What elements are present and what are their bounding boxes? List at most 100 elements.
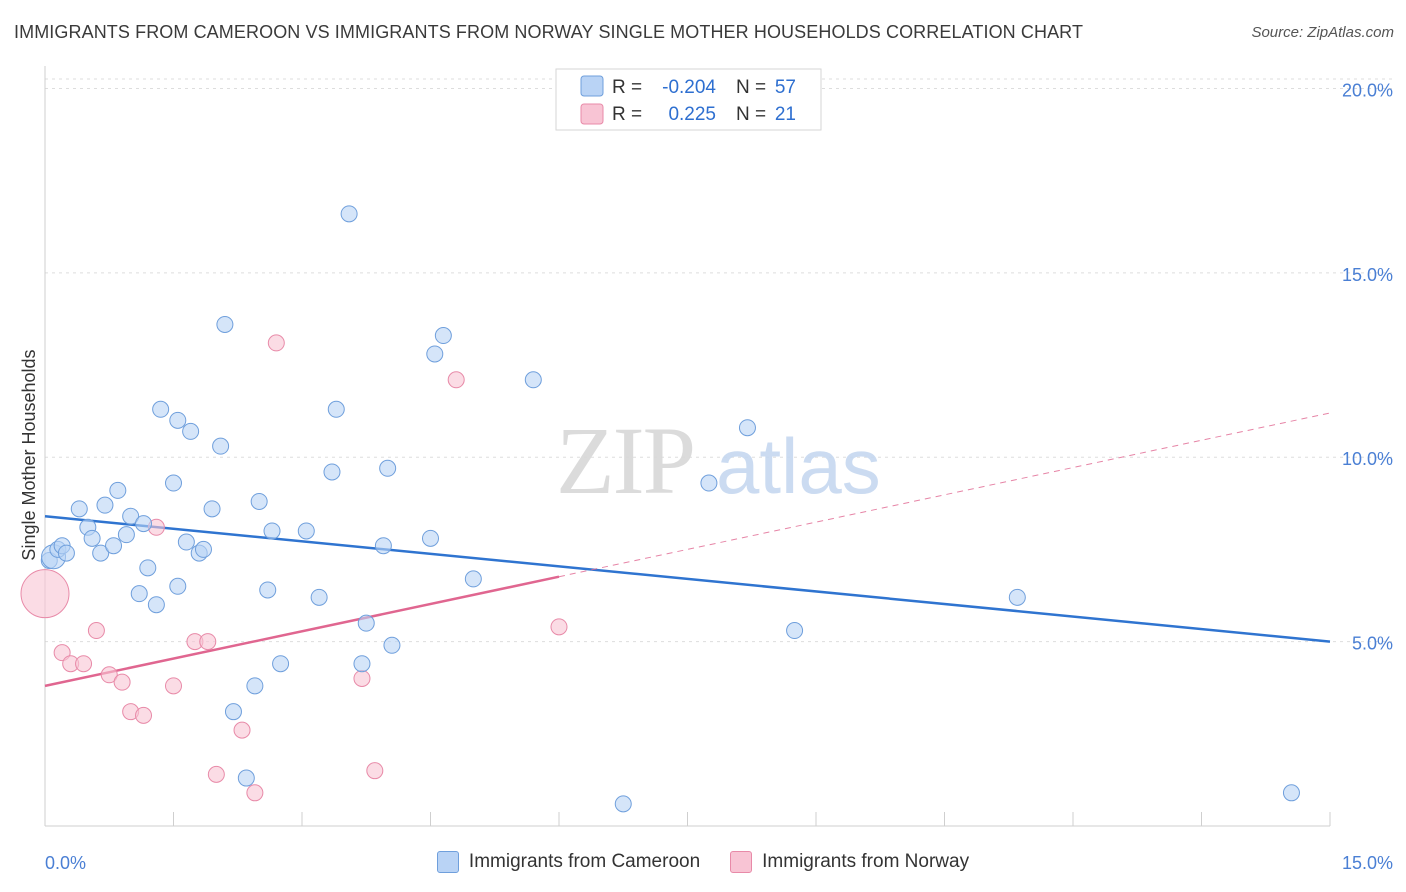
point-cameroon [434,327,452,345]
point-norway [75,655,93,673]
point-cameroon [422,529,439,547]
legend-swatch-norway [580,103,604,125]
point-norway [20,569,70,619]
point-norway [550,618,568,636]
point-cameroon [738,419,756,437]
point-cameroon [92,544,110,562]
point-norway [87,622,105,640]
point-cameroon [147,596,165,614]
point-cameroon [357,614,375,632]
point-cameroon [117,526,135,544]
point-cameroon [786,622,804,640]
point-cameroon [83,529,101,547]
point-cameroon [135,515,153,533]
source-text: Source: ZipAtlas.com [1251,24,1394,41]
point-cameroon [152,400,170,418]
point-cameroon [246,677,264,695]
point-cameroon [310,588,328,606]
y-tick-label: 10.0% [1342,449,1393,469]
point-cameroon [1282,784,1300,802]
point-cameroon [177,533,195,551]
point-cameroon [250,492,268,510]
point-cameroon [237,769,255,787]
point-cameroon [182,422,200,440]
tick-labels: 5.0% 10.0% 15.0% 20.0% 0.0% 15.0% [45,80,1393,873]
y-tick-label: 20.0% [1342,80,1393,100]
point-norway [165,677,182,695]
point-norway [447,371,465,389]
point-norway [233,721,251,739]
legend-n-label: N = [736,77,766,98]
point-cameroon [203,500,221,518]
point-cameroon [426,345,444,363]
trend-line-cameroon [44,514,1331,643]
watermark: ZIP atlas [556,407,881,514]
legend-item-cameroon[interactable]: Immigrants from Cameroon [436,851,701,873]
point-norway [353,669,371,687]
point-cameroon [297,522,315,540]
legend-n-label: N = [736,104,766,125]
legend-n-value-norway: 21 [775,104,796,125]
point-cameroon [383,636,401,654]
point-norway [267,334,285,352]
point-cameroon [169,411,187,429]
point-norway [100,666,118,684]
point-cameroon [212,437,230,455]
series-legend: Immigrants from Cameroon Immigrants from… [0,851,1406,873]
point-cameroon [263,522,281,540]
legend-label-norway: Immigrants from Norway [762,851,970,872]
point-cameroon [130,585,148,603]
point-cameroon [122,507,140,525]
point-cameroon [96,496,114,514]
point-cameroon [1008,588,1026,606]
point-cameroon [614,795,632,813]
y-tick-label: 15.0% [1342,265,1393,285]
swatch-norway [730,851,753,873]
point-cameroon [327,400,345,418]
point-cameroon [272,655,290,673]
point-cameroon [216,315,234,333]
trend-lines [44,412,1331,688]
point-norway [113,673,131,691]
point-cameroon [105,537,123,555]
swatch-cameroon [436,851,459,873]
point-cameroon [464,570,482,588]
point-cameroon [194,540,212,558]
correlation-legend: R = -0.204 N = 57 R = 0.225 N = 21 [555,68,822,131]
legend-item-norway[interactable]: Immigrants from Norway [730,851,969,873]
legend-r-label: R = [612,77,642,98]
y-axis-label: Single Mother Households [19,349,39,560]
point-norway [207,765,225,783]
watermark-zip: ZIP [556,407,694,514]
point-cameroon [323,463,341,481]
point-cameroon [70,500,88,518]
point-cameroon [374,537,392,555]
chart-title: IMMIGRANTS FROM CAMEROON VS IMMIGRANTS F… [14,22,1084,42]
point-norway [199,633,217,651]
watermark-atlas: atlas [716,422,881,510]
point-norway [135,706,153,724]
point-cameroon [700,474,718,492]
trend-line-norway [44,575,560,688]
legend-r-value-cameroon: -0.204 [662,77,716,98]
point-cameroon [224,703,242,721]
point-cameroon [353,655,371,673]
point-cameroon [379,459,397,477]
point-cameroon [169,577,187,595]
x-tick-label-max: 15.0% [1342,853,1393,873]
point-cameroon [524,371,542,389]
point-cameroon [165,474,182,492]
axes [44,66,1331,827]
point-norway [366,762,384,780]
point-cameroon [259,581,277,599]
grid-lines [45,78,1393,643]
x-tick-label-min: 0.0% [45,853,86,873]
point-cameroon [139,559,157,577]
y-tick-label: 5.0% [1352,634,1393,654]
point-cameroon [109,481,127,499]
point-cameroon [57,544,75,562]
legend-label-cameroon: Immigrants from Cameroon [468,851,701,872]
legend-r-value-norway: 0.225 [668,104,716,125]
point-norway [246,784,264,802]
